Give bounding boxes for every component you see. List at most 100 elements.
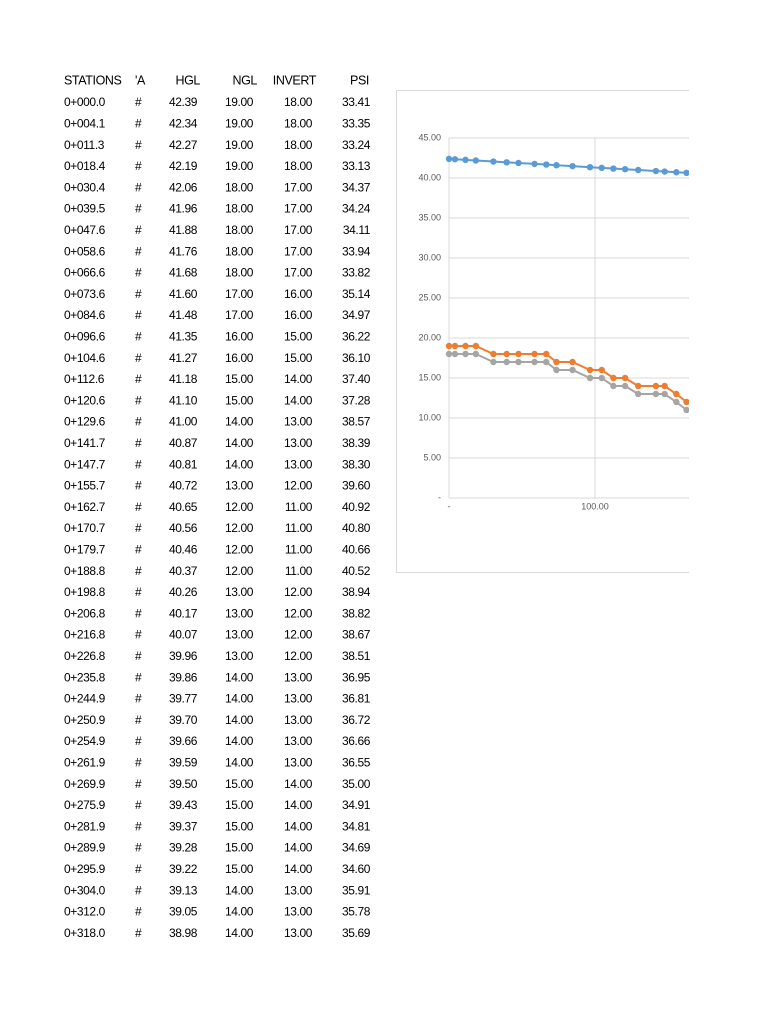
- y-tick-label: 5.00: [423, 452, 441, 462]
- table-cell: 12.00: [284, 628, 313, 642]
- table-cell: 17.00: [284, 223, 313, 237]
- data-point: [472, 157, 480, 164]
- table-cell: 13.00: [284, 692, 313, 706]
- table-cell: 18.00: [284, 159, 313, 173]
- table-cell: #: [135, 159, 142, 173]
- data-point: [635, 382, 642, 390]
- data-point: [673, 398, 680, 406]
- data-point: [490, 350, 497, 358]
- table-cell: 39.22: [169, 862, 198, 876]
- data-point: [445, 342, 453, 350]
- table-cell: 35.00: [342, 777, 371, 791]
- table-cell: #: [135, 628, 142, 642]
- table-cell: 0+318.0: [64, 926, 106, 940]
- table-cell: 34.37: [342, 180, 371, 194]
- table-cell: 17.00: [225, 308, 254, 322]
- table-cell: 14.00: [225, 692, 254, 706]
- table-cell: 0+261.9: [64, 755, 106, 769]
- table-cell: #: [135, 266, 142, 280]
- table-cell: 0+058.6: [64, 244, 106, 258]
- table-cell: 12.00: [225, 500, 254, 514]
- table-cell: 39.13: [169, 883, 198, 897]
- table-cell: 39.43: [169, 798, 198, 812]
- table-cell: #: [135, 585, 142, 599]
- column-header: INVERT: [273, 73, 317, 87]
- table-cell: 41.60: [169, 287, 198, 301]
- y-tick-label: 15.00: [418, 372, 441, 382]
- data-point: [621, 166, 629, 173]
- table-cell: 41.68: [169, 266, 198, 280]
- column-header: 'A: [135, 73, 146, 87]
- table-cell: 0+312.0: [64, 905, 106, 919]
- data-point: [610, 165, 617, 172]
- x-tick-label: 100.00: [581, 501, 609, 511]
- table-cell: 13.00: [225, 479, 254, 493]
- data-point: [635, 166, 642, 174]
- data-point: [462, 342, 469, 350]
- data-point: [621, 382, 629, 390]
- table-cell: 40.37: [169, 564, 198, 578]
- table-cell: 14.00: [225, 457, 254, 471]
- table-cell: 33.82: [342, 266, 371, 280]
- table-cell: 38.30: [342, 457, 371, 471]
- table-cell: 17.00: [284, 266, 313, 280]
- table-cell: 16.00: [284, 287, 313, 301]
- data-point: [661, 168, 668, 175]
- data-point: [515, 350, 522, 358]
- table-cell: 41.35: [169, 329, 198, 343]
- data-point: [569, 162, 576, 170]
- table-cell: 14.00: [284, 819, 313, 833]
- table-cell: 0+047.6: [64, 223, 106, 237]
- table-cell: #: [135, 819, 142, 833]
- table-cell: 12.00: [225, 542, 254, 556]
- table-cell: 0+235.8: [64, 670, 106, 684]
- table-cell: 13.00: [225, 649, 254, 663]
- table-cell: 36.72: [342, 713, 371, 727]
- table-cell: 39.05: [169, 905, 198, 919]
- table-cell: 19.00: [225, 159, 254, 173]
- table-cell: 16.00: [225, 329, 254, 343]
- table-cell: 15.00: [225, 841, 254, 855]
- data-point: [598, 366, 605, 374]
- table-cell: 13.00: [284, 457, 313, 471]
- table-cell: #: [135, 521, 142, 535]
- table-cell: 33.41: [342, 95, 371, 109]
- table-cell: 11.00: [285, 542, 313, 556]
- table-cell: 0+018.4: [64, 159, 106, 173]
- table-cell: 15.00: [225, 798, 254, 812]
- data-point: [462, 156, 469, 164]
- table-cell: 0+250.9: [64, 713, 106, 727]
- table-cell: 18.00: [225, 223, 254, 237]
- data-point: [531, 358, 538, 366]
- table-cell: 13.00: [225, 606, 254, 620]
- table-cell: #: [135, 244, 142, 258]
- data-point: [569, 358, 576, 366]
- table-cell: 19.00: [225, 116, 254, 130]
- table-cell: 33.24: [342, 138, 371, 152]
- data-point: [610, 374, 617, 382]
- table-cell: 13.00: [284, 670, 313, 684]
- table-cell: 0+304.0: [64, 883, 106, 897]
- table-cell: 14.00: [225, 713, 254, 727]
- table-cell: 0+066.6: [64, 266, 106, 280]
- data-point: [553, 366, 560, 374]
- data-point: [445, 350, 453, 358]
- data-point: [661, 382, 668, 390]
- table-cell: #: [135, 734, 142, 748]
- table-cell: 18.00: [225, 180, 254, 194]
- table-cell: 41.18: [169, 372, 198, 386]
- table-cell: 11.00: [285, 564, 313, 578]
- table-cell: #: [135, 95, 142, 109]
- data-point: [543, 358, 550, 366]
- table-cell: 35.14: [342, 287, 371, 301]
- table-cell: 34.97: [342, 308, 371, 322]
- table-cell: 16.00: [225, 351, 254, 365]
- chart-frame: [396, 90, 689, 573]
- table-cell: 0+289.9: [64, 841, 106, 855]
- table-cell: 0+112.6: [64, 372, 105, 386]
- data-point: [543, 161, 550, 168]
- data-point: [515, 159, 522, 167]
- data-point: [472, 350, 480, 358]
